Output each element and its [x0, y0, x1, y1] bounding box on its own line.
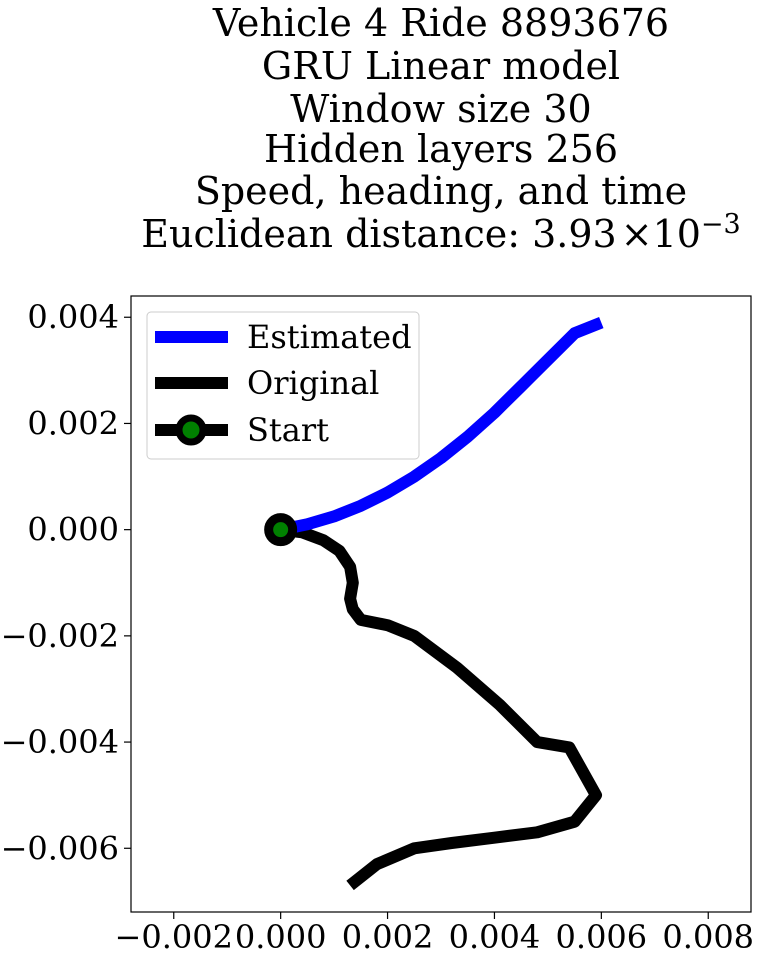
title-line-2: GRU Linear model — [262, 44, 620, 88]
legend-box — [146, 311, 420, 460]
legend-label-start: Start — [247, 411, 329, 449]
y-tick-label: −0.004 — [1, 723, 119, 761]
title-distance-base: 10 — [653, 212, 701, 256]
title-distance-times: × — [621, 212, 653, 256]
y-tick-label: 0.002 — [27, 404, 119, 442]
title-line-5: Speed, heading, and time — [195, 169, 687, 213]
y-axis-ticks: 0.004 0.002 0.000 −0.002 −0.004 −0.006 — [1, 298, 131, 867]
x-tick-label: 0.008 — [662, 918, 754, 956]
series-layer — [264, 317, 604, 891]
x-tick-label: −0.002 — [115, 918, 233, 956]
y-tick-label: −0.006 — [1, 829, 119, 867]
y-tick-label: 0.000 — [27, 511, 119, 549]
title-line-1: Vehicle 4 Ride 8893676 — [212, 1, 669, 45]
chart-title: Vehicle 4 Ride 8893676 GRU Linear model … — [141, 1, 740, 256]
x-axis-ticks: −0.002 0.000 0.002 0.004 0.006 0.008 — [115, 912, 754, 956]
start-marker — [264, 513, 298, 547]
title-distance-prefix: Euclidean distance: 3.93 — [141, 212, 616, 256]
y-tick-label: 0.004 — [27, 298, 119, 336]
series-line-original — [279, 523, 602, 891]
title-line-6: Euclidean distance: 3.93 ×10−3 — [141, 209, 740, 256]
x-tick-label: 0.000 — [235, 918, 327, 956]
y-tick-label: −0.002 — [1, 617, 119, 655]
series-line-estimated — [279, 317, 604, 536]
legend-label-estimated: Estimated — [247, 318, 412, 356]
title-line-4: Hidden layers 256 — [264, 127, 618, 171]
legend-label-original: Original — [247, 364, 379, 402]
legend-marker-start — [175, 414, 207, 446]
legend: Estimated Original Start — [146, 311, 420, 460]
title-distance-exponent: −3 — [701, 209, 741, 240]
x-tick-label: 0.006 — [556, 918, 648, 956]
title-line-3: Window size 30 — [290, 87, 591, 131]
x-tick-label: 0.004 — [449, 918, 541, 956]
x-tick-label: 0.002 — [342, 918, 434, 956]
